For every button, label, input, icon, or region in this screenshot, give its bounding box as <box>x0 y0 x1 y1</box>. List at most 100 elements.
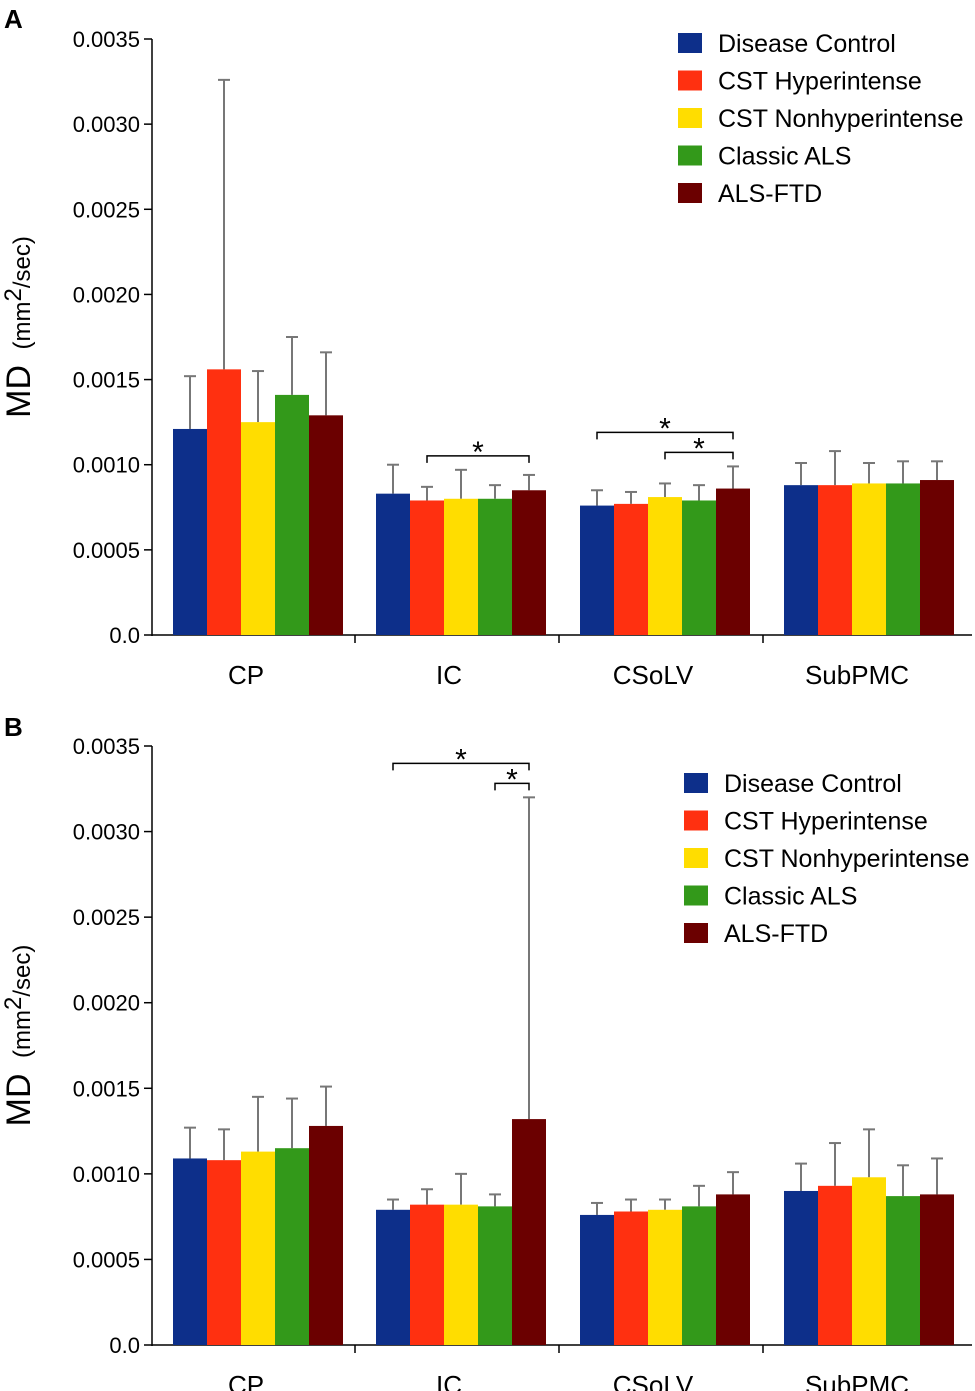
bar <box>309 415 343 635</box>
bar <box>886 483 920 635</box>
y-axis-label-unit: (mm <box>9 302 36 350</box>
panel-letter: A <box>4 4 23 34</box>
y-tick-label: 0.0030 <box>73 820 140 845</box>
bar <box>580 505 614 635</box>
y-tick-label: 0.0 <box>109 1333 140 1358</box>
legend-swatch <box>684 810 708 831</box>
y-axis-label-main: MD <box>0 356 38 418</box>
bar <box>275 1148 309 1345</box>
bar <box>207 1160 241 1345</box>
x-category-label: CP <box>228 660 264 690</box>
significance-bracket <box>596 431 734 440</box>
legend-label: CST Nonhyperintense <box>718 105 964 133</box>
y-axis-label: MD (mm2/sec) <box>0 236 38 418</box>
bar <box>444 1204 478 1345</box>
bar <box>920 1194 954 1345</box>
x-category-label: CSoLV <box>613 1370 694 1391</box>
bar <box>410 1204 444 1345</box>
bar <box>648 1209 682 1345</box>
legend-swatch <box>684 885 708 906</box>
legend-label: ALS-FTD <box>718 180 822 208</box>
bar <box>376 493 410 635</box>
x-category-label: SubPMC <box>805 1370 909 1391</box>
bar <box>818 485 852 635</box>
legend-swatch <box>678 70 702 91</box>
y-axis-label-suffix: /sec) <box>9 236 36 288</box>
bar <box>512 1119 546 1345</box>
bar <box>716 488 750 635</box>
bar <box>920 480 954 635</box>
bar <box>241 1151 275 1345</box>
bar <box>478 498 512 635</box>
legend-swatch <box>684 923 708 943</box>
significance-star: * <box>455 743 467 776</box>
bar <box>309 1125 343 1345</box>
y-tick-label: 0.0005 <box>73 538 140 563</box>
legend-label: Classic ALS <box>724 883 857 911</box>
y-tick-label: 0.0030 <box>73 112 140 137</box>
y-tick-label: 0.0025 <box>73 905 140 930</box>
y-tick-label: 0.0 <box>109 623 140 648</box>
y-tick-label: 0.0035 <box>73 734 140 759</box>
bar <box>682 1206 716 1345</box>
bar <box>784 485 818 635</box>
bar <box>580 1214 614 1345</box>
y-tick-label: 0.0020 <box>73 282 140 307</box>
legend-label: Disease Control <box>724 770 902 798</box>
x-category-label: CSoLV <box>613 660 694 690</box>
legend-label: CST Hyperintense <box>724 808 928 836</box>
legend-swatch <box>678 183 702 203</box>
bar <box>818 1185 852 1345</box>
y-tick-label: 0.0010 <box>73 453 140 478</box>
bar <box>173 1158 207 1345</box>
bar <box>376 1209 410 1345</box>
y-tick-label: 0.0015 <box>73 368 140 393</box>
chart-panel-a: A MD (mm2/sec) 0.0 0.0005 0.0010 0.0015 0.0020… <box>0 4 972 690</box>
legend-label: Classic ALS <box>718 143 851 171</box>
y-axis-label-main: MD <box>0 1064 38 1126</box>
chart-panel-b: B MD (mm2/sec) 0.0 0.0005 0.0010 0.0015 0.0020… <box>0 712 972 1391</box>
bar <box>241 422 275 635</box>
x-category-label: IC <box>436 1370 462 1391</box>
y-axis-label-suffix: /sec) <box>9 945 36 997</box>
bar <box>852 1177 886 1345</box>
legend-swatch <box>678 33 702 53</box>
panel-letter: B <box>4 712 23 742</box>
y-tick-label: 0.0005 <box>73 1247 140 1272</box>
bar <box>478 1206 512 1345</box>
legend-label: ALS-FTD <box>724 920 828 948</box>
y-tick-label: 0.0025 <box>73 197 140 222</box>
bar <box>614 1211 648 1345</box>
y-axis-label-sup: 2 <box>0 288 27 301</box>
bar <box>682 500 716 635</box>
bar <box>852 483 886 635</box>
x-category-label: SubPMC <box>805 660 909 690</box>
legend-swatch <box>678 145 702 166</box>
x-category-label: CP <box>228 1370 264 1391</box>
legend-swatch <box>684 773 708 793</box>
bar <box>207 369 241 635</box>
significance-star: * <box>506 763 518 796</box>
bar <box>648 497 682 635</box>
bar <box>886 1196 920 1345</box>
bar <box>614 503 648 635</box>
bar <box>444 498 478 635</box>
bar <box>716 1194 750 1345</box>
significance-bracket <box>426 455 530 463</box>
significance-bracket <box>494 782 530 791</box>
legend-swatch <box>678 108 702 128</box>
bar <box>173 428 207 635</box>
y-tick-label: 0.0015 <box>73 1076 140 1101</box>
legend-label: CST Hyperintense <box>718 68 922 96</box>
y-tick-label: 0.0010 <box>73 1162 140 1187</box>
y-axis-label-sup: 2 <box>0 997 27 1010</box>
x-category-label: IC <box>436 660 462 690</box>
significance-star: * <box>659 412 671 445</box>
y-tick-label: 0.0035 <box>73 27 140 52</box>
significance-bracket <box>664 451 734 460</box>
bar <box>512 490 546 635</box>
significance-bracket <box>392 762 530 771</box>
significance-star: * <box>693 432 705 465</box>
legend-label: Disease Control <box>718 30 896 58</box>
